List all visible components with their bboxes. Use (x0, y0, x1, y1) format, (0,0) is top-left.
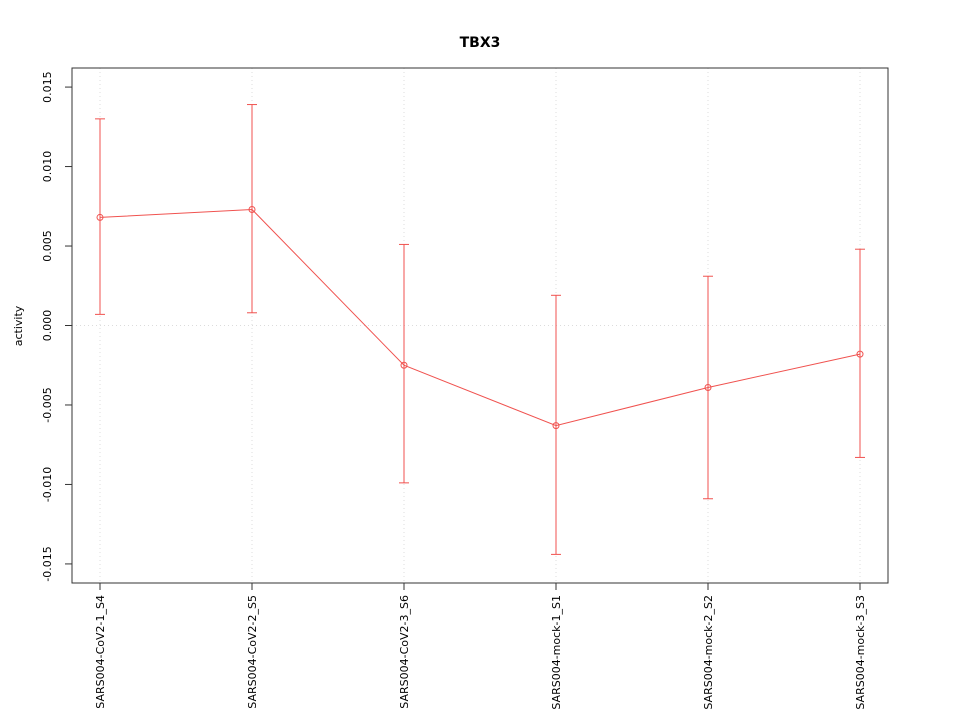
x-tick-label: SARS004-CoV2-1_S4 (94, 595, 107, 709)
data-point (400, 361, 408, 369)
plot-box (71, 67, 889, 584)
x-tick-label: SARS004-mock-2_S2 (702, 595, 715, 710)
y-tick-label: 0.005 (41, 230, 54, 262)
data-point (248, 205, 256, 213)
y-tick-label: -0.010 (41, 467, 54, 502)
plot-area: SARS004-CoV2-1_S4 SARS004-CoV2-2_S5 SARS00… (41, 67, 889, 710)
data-point (96, 213, 104, 221)
data-point (704, 383, 712, 391)
data-point (552, 422, 560, 430)
data-point (856, 350, 864, 358)
x-tick-label: SARS004-mock-1_S1 (550, 595, 563, 710)
chart-title: TBX3 (460, 35, 501, 51)
x-tick-label: SARS004-CoV2-2_S5 (246, 595, 259, 709)
y-tick-label: -0.015 (41, 546, 54, 581)
y-tick-label: 0.010 (41, 151, 54, 183)
y-tick-label: -0.005 (41, 387, 54, 422)
series-line (99, 208, 861, 427)
y-axis-label: activity (12, 305, 25, 346)
x-tick-label: SARS004-mock-3_S3 (854, 595, 867, 710)
x-tick-label: SARS004-CoV2-3_S6 (398, 595, 411, 709)
y-tick-label: 0.000 (41, 310, 54, 342)
y-tick-label: 0.015 (41, 71, 54, 103)
